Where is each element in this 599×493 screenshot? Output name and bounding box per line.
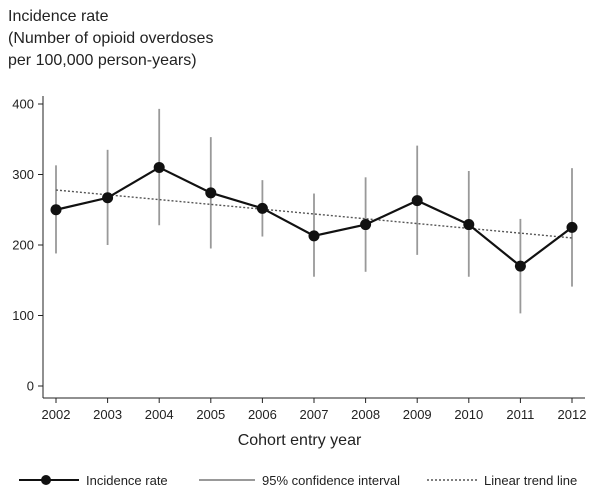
y-tick-label-200: 200 (12, 238, 34, 253)
data-point-2005 (205, 187, 217, 199)
y-axis-label-line-1: Incidence rate (8, 8, 109, 25)
x-tick-label-2003: 2003 (93, 407, 122, 422)
legend-label-confidence-interval: 95% confidence interval (262, 472, 401, 488)
legend-item-trend-line: Linear trend line (426, 472, 577, 488)
legend-label-trend-line: Linear trend line (484, 472, 578, 488)
data-point-2006 (256, 202, 268, 214)
y-tick-label-0: 0 (27, 379, 34, 394)
legend-marker-confidence-interval (199, 479, 255, 481)
y-axis-label-line-2: (Number of opioid overdoses (8, 30, 214, 47)
legend-marker-trend-line (427, 479, 477, 481)
data-point-2004 (153, 161, 165, 173)
data-point-2011 (514, 260, 526, 272)
x-tick-label-2006: 2006 (248, 407, 277, 422)
data-point-2012 (566, 221, 578, 233)
x-tick-label-2005: 2005 (196, 407, 225, 422)
y-tick-label-300: 300 (12, 167, 34, 182)
x-tick-label-2008: 2008 (351, 407, 380, 422)
data-point-2002 (50, 204, 62, 216)
legend-marker-incidence-rate (19, 475, 79, 485)
data-point-2007 (308, 230, 320, 242)
legend-label-incidence-rate: Incidence rate (86, 472, 168, 488)
incidence-rate-chart: 0 100 200 300 400 2002 2003 2004 2005 2006 2007 200… (12, 96, 587, 422)
x-tick-label-2010: 2010 (454, 407, 483, 422)
y-axis-label: Incidence rate (Number of opioid overdos… (8, 6, 213, 72)
x-tick-label-2007: 2007 (300, 407, 329, 422)
legend-item-incidence-rate: Incidence rate (18, 472, 168, 488)
data-point-2003 (102, 192, 114, 204)
legend-item-confidence-interval: 95% confidence interval (198, 472, 400, 488)
x-tick-label-2009: 2009 (403, 407, 432, 422)
data-point-2009 (411, 195, 423, 207)
x-tick-label-2002: 2002 (42, 407, 71, 422)
x-axis-label: Cohort entry year (237, 432, 362, 449)
x-tick-label-2004: 2004 (145, 407, 174, 422)
data-point-2008 (360, 219, 372, 231)
data-point-2010 (463, 219, 475, 231)
y-axis-label-line-3: per 100,000 person-years) (8, 52, 197, 69)
chart-legend: Incidence rate 95% confidence interval L… (0, 472, 599, 492)
y-tick-label-400: 400 (12, 97, 34, 112)
x-tick-label-2011: 2011 (506, 407, 534, 422)
x-tick-label-2012: 2012 (558, 407, 587, 422)
y-tick-label-100: 100 (12, 308, 34, 323)
